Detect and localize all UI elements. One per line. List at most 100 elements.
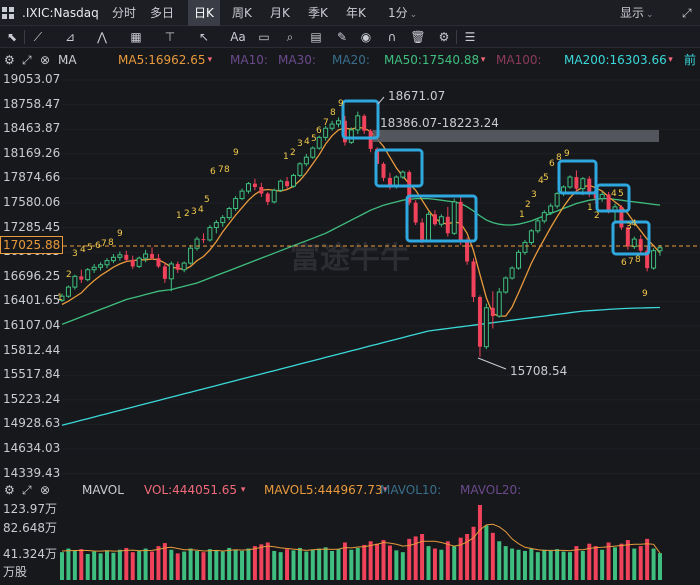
ma50-line — [61, 197, 661, 325]
menu-icon[interactable] — [0, 0, 14, 26]
svg-text:5: 5 — [618, 189, 624, 199]
volume-bar — [169, 549, 174, 580]
candle-body — [606, 194, 611, 212]
candle-body — [362, 115, 367, 131]
cursor-icon[interactable]: ⬉ — [6, 30, 18, 44]
tab-yearly-k[interactable]: 年K — [346, 6, 366, 20]
tab-timeshare[interactable]: 分时 — [112, 6, 137, 20]
svg-text:6: 6 — [621, 258, 627, 268]
tab-weekly-k[interactable]: 周K — [232, 6, 252, 20]
candle-body — [355, 115, 361, 131]
rect-icon[interactable]: ▭ — [258, 30, 270, 44]
volume-axis-label: 123.97万 — [3, 502, 57, 516]
volume-bar — [368, 541, 373, 580]
tab-quarterly-k[interactable]: 季K — [308, 6, 328, 20]
eraser-icon[interactable]: ✎ — [336, 30, 348, 44]
search-icon[interactable]: ⌕ — [286, 30, 294, 44]
moving-average-lines — [61, 126, 661, 426]
candle-body — [72, 275, 78, 288]
candle-body — [271, 189, 277, 203]
ma-indicator-select[interactable]: MA ⌄ — [58, 49, 77, 73]
candle-body — [233, 198, 239, 209]
more-icon[interactable]: ☰ — [464, 30, 476, 44]
tab-multi-day[interactable]: 多日 — [150, 6, 175, 20]
volume-bar — [548, 550, 553, 580]
price-axis-label: 18169.26 — [3, 145, 61, 160]
candle-body — [79, 276, 84, 280]
ma-legend-item: 前 — [684, 53, 697, 67]
line-draw-icon[interactable]: ⟋ — [33, 30, 43, 44]
down-arrow-icon: ▾ — [382, 485, 388, 495]
volume-bar — [182, 551, 187, 580]
volume-bar — [658, 553, 662, 580]
svg-text:1: 1 — [283, 152, 289, 162]
svg-text:7: 7 — [101, 239, 107, 249]
arrow-icon[interactable]: ↖ — [198, 30, 210, 44]
channel-icon[interactable]: ⊿ — [64, 30, 76, 44]
volume-bar — [632, 548, 637, 580]
expand-icon[interactable]: ⤢ — [22, 483, 32, 497]
range-annotation: 18386.07-18223.24 — [380, 116, 499, 130]
svg-text:4: 4 — [631, 219, 637, 229]
tab-daily-k[interactable]: 日K — [188, 0, 220, 26]
volume-bar — [207, 549, 212, 580]
close-icon[interactable]: ⊗ — [40, 483, 51, 497]
svg-text:8: 8 — [224, 165, 230, 175]
brush-icon[interactable]: ▤ — [310, 30, 322, 44]
volume-legend-item: VOL:444051.65 — [144, 483, 238, 497]
eye-icon[interactable]: ◉ — [360, 30, 372, 44]
candle-body — [587, 178, 592, 194]
price-axis-label: 14634.03 — [3, 441, 61, 455]
volume-bar — [85, 553, 90, 580]
fullscreen-icon[interactable]: ⤢ — [682, 6, 692, 20]
ma-legend-item: MA100: — [496, 53, 542, 67]
volume-bar — [452, 546, 457, 580]
volume-bar — [432, 548, 437, 580]
candle-body — [445, 216, 450, 234]
tab-1-minute[interactable]: 1分 ⌄ — [388, 0, 417, 26]
price-annotations: 18671.07 18386.07-18223.24 15708.54 — [377, 89, 567, 378]
display-label: 显示 — [620, 6, 645, 20]
price-axis-label: 17874.66 — [3, 170, 61, 185]
svg-text:5: 5 — [87, 243, 93, 253]
gear-icon[interactable]: ⚙ — [4, 53, 15, 67]
candle-body — [420, 222, 425, 241]
svg-text:6: 6 — [549, 159, 555, 169]
text-icon[interactable]: Aa — [230, 30, 246, 44]
candle-body — [438, 216, 444, 225]
magnet-icon[interactable]: ∩ — [387, 30, 397, 44]
volume-bar — [593, 546, 598, 580]
settings-icon[interactable]: ⚙ — [438, 30, 450, 44]
candle-body — [387, 177, 392, 187]
ma-legend-bar: ⚙ ⤢ ⊗ MA ⌄ MA5:16962.65 ▾ MA10: MA30: MA20: MA… — [0, 49, 700, 71]
volume-legend-bar: ⚙ ⤢ ⊗ MAVOL ⌄ VOL:444051.65 ▾ MAVOL5:444967… — [0, 480, 700, 500]
display-menu[interactable]: 显示 ⌄ — [620, 0, 654, 26]
svg-text:2: 2 — [184, 209, 190, 219]
candle-body — [490, 307, 495, 317]
volume-bar — [625, 540, 630, 580]
zigzag-icon[interactable]: ⋀ — [97, 30, 107, 44]
candle-body — [85, 269, 91, 281]
candle-body — [413, 202, 418, 223]
close-icon[interactable]: ⊗ — [40, 53, 51, 67]
svg-text:8: 8 — [330, 108, 336, 118]
tab-monthly-k[interactable]: 月K — [270, 6, 290, 20]
candle-body — [162, 266, 167, 279]
current-price-label: 17025.88 — [0, 236, 64, 254]
chevron-down-icon: ⌄ — [86, 487, 94, 497]
chevron-down-icon: ⌄ — [646, 10, 654, 20]
candle-body — [130, 259, 135, 267]
expand-icon[interactable]: ⤢ — [22, 53, 32, 67]
fib-icon[interactable]: ▦ — [130, 30, 142, 44]
gear-icon[interactable]: ⚙ — [4, 483, 15, 497]
watermark-text: 富途牛牛 — [290, 241, 410, 276]
trash-icon[interactable]: 🗑 — [410, 30, 426, 44]
toolbar-divider — [456, 30, 457, 44]
measure-icon[interactable]: ⊤ — [164, 30, 176, 44]
candle-body — [426, 213, 432, 242]
volume-legend-item: MAVOL10: — [380, 483, 442, 497]
volume-bar — [619, 543, 624, 580]
candle-body — [59, 295, 65, 301]
volume-indicator-select[interactable]: MAVOL ⌄ — [82, 480, 124, 502]
volume-bar — [600, 549, 605, 580]
